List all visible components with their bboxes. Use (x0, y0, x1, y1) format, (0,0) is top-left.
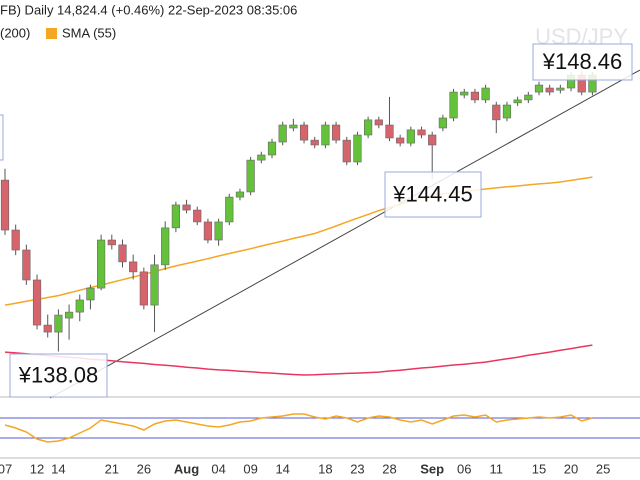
x-tick-label: 26 (137, 461, 151, 476)
x-tick-label: 07 (0, 461, 12, 476)
candle-body (502, 104, 512, 119)
x-tick-label: 23 (350, 461, 364, 476)
oscillator-line (4, 413, 593, 443)
candle-body (331, 124, 341, 141)
candle-body (32, 279, 42, 326)
x-tick-label: 18 (318, 461, 332, 476)
candle-body (513, 99, 522, 104)
candle-body (0, 179, 10, 231)
x-tick-label: 04 (211, 461, 225, 476)
legend-label: (200) (0, 25, 30, 40)
x-tick-label: 11 (490, 461, 504, 476)
candle-body (161, 227, 170, 266)
candle-body (129, 261, 138, 273)
candle-body (289, 124, 298, 129)
candle-body (75, 299, 84, 313)
candle-body (299, 124, 309, 141)
candle-body (321, 124, 330, 146)
candle-body (534, 84, 544, 93)
candle-body (246, 159, 255, 193)
candle-body (118, 244, 127, 263)
candle-body (545, 87, 554, 93)
candle-body (86, 287, 95, 301)
candle-body (139, 271, 148, 306)
x-tick-label: 25 (596, 461, 610, 476)
annotation-box (532, 43, 633, 81)
candle-body (385, 124, 394, 139)
trend-line (49, 69, 640, 399)
candle-body (97, 239, 106, 289)
candle-body (364, 119, 373, 136)
candle-body (342, 139, 351, 163)
candle-body (225, 196, 234, 223)
candle-body (524, 94, 533, 101)
x-tick-label: 28 (382, 461, 396, 476)
candle-body (43, 324, 52, 333)
candle-body (278, 124, 287, 143)
header: FB) Daily 14,824.4 (+0.46%) 22-Sep-2023 … (0, 2, 297, 17)
annotation-box (384, 171, 482, 218)
annotation: ¥138.08 (18, 362, 99, 387)
candle-body (438, 117, 447, 129)
candle-body (11, 229, 20, 251)
candle-body (492, 104, 501, 121)
candle-body (396, 137, 405, 144)
x-tick-label: 21 (105, 461, 119, 476)
candle-body (353, 134, 362, 163)
x-tick-label: Aug (174, 461, 199, 476)
candle-body (374, 119, 383, 126)
x-tick-label: 15 (532, 461, 546, 476)
x-tick-label: 06 (457, 461, 471, 476)
x-tick-label: 12 (30, 461, 44, 476)
candle-body (310, 139, 319, 146)
candle-body (150, 264, 159, 306)
candle-body (449, 91, 458, 119)
x-tick-label: 14 (275, 461, 289, 476)
legend-swatch (46, 28, 57, 39)
candle-body (22, 249, 31, 281)
legend-label: SMA (55) (62, 25, 116, 40)
candle-body (107, 239, 116, 246)
x-tick-label: 09 (243, 461, 257, 476)
candle-body (406, 129, 415, 144)
x-tick-label: Sep (420, 461, 444, 476)
candle-body (64, 311, 74, 319)
annotation: ¥144.45 (392, 181, 473, 206)
annotation-box (0, 114, 4, 161)
candle-body (257, 154, 266, 161)
candle-body (556, 87, 565, 91)
annotation: ¥148.46 (542, 49, 623, 74)
x-tick-label: 20 (564, 461, 578, 476)
annotation-box (9, 353, 108, 398)
candle-body (203, 221, 213, 241)
candle-body (235, 191, 245, 198)
candle-body (267, 141, 277, 156)
candle-body (182, 204, 191, 211)
candle-body (470, 91, 480, 101)
candle-body (214, 221, 223, 241)
candle-body (171, 204, 180, 229)
candle-body (417, 129, 426, 136)
x-tick-label: 14 (51, 461, 65, 476)
candle-body (460, 91, 469, 96)
candle-body (481, 87, 490, 101)
candle-body (428, 134, 437, 146)
candle-body (54, 314, 63, 333)
candle-body (193, 209, 202, 223)
